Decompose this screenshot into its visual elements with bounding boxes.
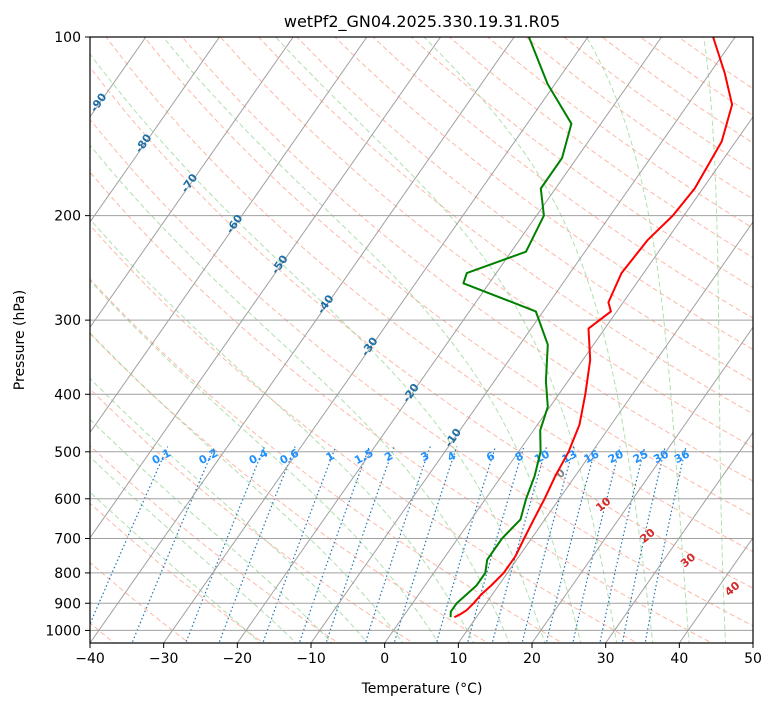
isotherm-line	[90, 37, 220, 223]
mixing-ratio-label: 25	[631, 447, 651, 466]
mixing-ratio-line	[644, 446, 687, 643]
mixing-ratio-line	[298, 446, 370, 643]
plot-background	[90, 37, 753, 643]
isotherm-line	[236, 37, 662, 643]
dewpoint-profile-line	[449, 37, 573, 618]
isotherm-line	[0, 37, 72, 643]
x-tick-label: −30	[149, 651, 179, 667]
mixing-ratio-line	[364, 446, 431, 643]
isotherm-line	[90, 37, 441, 539]
mixing-ratio-label: 36	[672, 447, 692, 466]
mixing-ratio-line	[185, 446, 265, 643]
y-tick-label: 600	[54, 492, 81, 508]
chart-title: wetPf2_GN04.2025.330.19.31.R05	[284, 12, 560, 32]
y-tick-label: 300	[54, 313, 81, 329]
y-tick-label: 200	[54, 209, 81, 225]
y-tick-label: 1000	[45, 623, 81, 639]
y-axis-label: Pressure (hPa)	[12, 290, 28, 390]
mixing-ratio-label: 16	[582, 447, 602, 466]
mixing-ratio-line	[325, 446, 395, 643]
y-tick-label: 400	[54, 387, 81, 403]
mixing-ratio-label: 13	[560, 447, 580, 466]
dry-adiabat-line	[143, 37, 753, 517]
isotherm-line	[605, 431, 753, 643]
x-tick-label: 0	[380, 651, 389, 667]
x-tick-label: 10	[449, 651, 467, 667]
mixing-ratio-line	[521, 446, 575, 643]
mixing-ratio-line	[218, 446, 296, 643]
isotherm-line	[384, 115, 753, 643]
dry-adiabat-line	[105, 37, 753, 553]
isotherm-line	[457, 221, 753, 643]
isotherm-line	[90, 37, 294, 329]
x-tick-label: −20	[223, 651, 253, 667]
dry-adiabat-line	[220, 37, 753, 448]
mixing-ratio-line	[491, 446, 548, 643]
isotherm-line	[90, 37, 368, 434]
mixing-ratio-label: 10	[532, 447, 552, 466]
y-tick-label: 800	[54, 566, 81, 582]
dry-adiabat-label: -100	[39, 48, 66, 78]
y-tick-label: 500	[54, 445, 81, 461]
isotherm-line	[531, 326, 753, 643]
mixing-ratio-line	[599, 446, 646, 643]
dry-adiabat-line	[258, 37, 753, 415]
isotherm-line	[163, 37, 589, 643]
plot-frame	[89, 36, 754, 644]
x-axis-label: Temperature (°C)	[361, 681, 483, 697]
mixing-ratio-line	[545, 446, 597, 643]
isotherm-line	[678, 536, 753, 643]
isotherm-line	[752, 642, 753, 643]
x-tick-label: 20	[523, 651, 541, 667]
mixing-ratio-label: 30	[651, 447, 671, 466]
mixing-ratio-line	[393, 446, 458, 643]
mixing-ratio-line	[621, 446, 666, 643]
x-tick-label: 40	[670, 651, 688, 667]
y-tick-label: 900	[54, 596, 81, 612]
mixing-ratio-line	[435, 446, 497, 643]
y-tick-label: 700	[54, 532, 81, 548]
dry-adiabat-line	[410, 37, 753, 289]
x-tick-label: 50	[744, 651, 762, 667]
x-tick-label: −40	[75, 651, 105, 667]
dry-adiabat-line	[372, 37, 753, 319]
isotherm-line	[310, 37, 736, 643]
temperature-profile-line	[453, 37, 734, 619]
isotherm-line	[90, 37, 515, 643]
moist-adiabat-line	[90, 144, 510, 643]
x-tick-label: 30	[597, 651, 615, 667]
dry-adiabat-line	[90, 224, 639, 643]
mixing-ratio-line	[572, 446, 621, 643]
moist-adiabat-line	[90, 456, 297, 643]
dry-adiabat-line	[90, 332, 489, 643]
y-tick-label: 100	[54, 30, 81, 46]
x-tick-label: −10	[296, 651, 326, 667]
mixing-ratio-label: 20	[606, 447, 626, 466]
